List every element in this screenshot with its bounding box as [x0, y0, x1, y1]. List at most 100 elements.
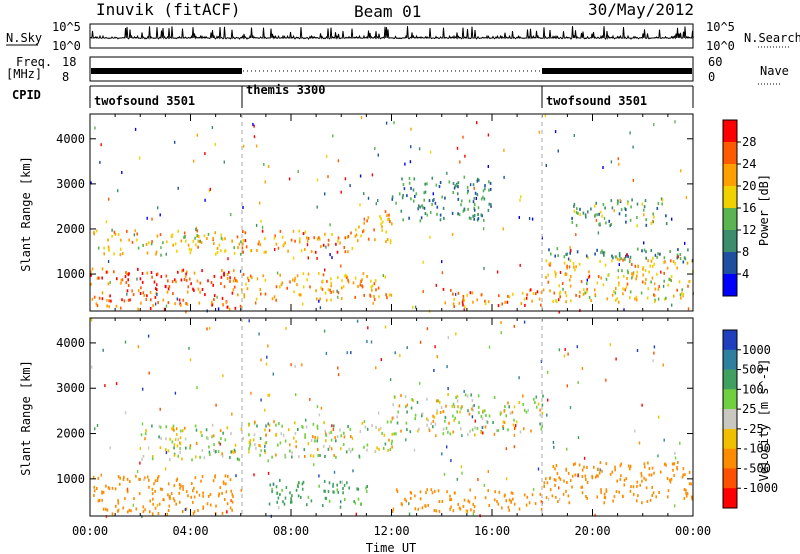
- scatter-echo: [618, 162, 620, 166]
- range-cell: [280, 432, 283, 436]
- range-cell: [476, 426, 479, 430]
- range-cell: [168, 504, 171, 508]
- scatter-echo: [519, 263, 521, 267]
- range-cell: [373, 228, 375, 232]
- range-cell: [386, 238, 389, 241]
- range-cell: [657, 287, 660, 291]
- range-cell: [474, 496, 477, 500]
- range-cell: [625, 254, 627, 258]
- range-cell: [105, 484, 107, 488]
- range-cell: [179, 436, 182, 440]
- range-cell: [603, 492, 606, 496]
- range-cell: [304, 455, 306, 458]
- range-cell: [386, 214, 388, 217]
- x-tick-label: 00:00: [675, 524, 711, 538]
- range-cell: [370, 285, 373, 289]
- range-cell: [302, 425, 304, 429]
- range-cell: [162, 241, 164, 245]
- range-cell: [111, 234, 113, 238]
- range-cell: [224, 438, 227, 442]
- scatter-echo: [292, 229, 295, 233]
- freq-strip: Freq. [MHz] 18 8 60 0 Nave: [6, 55, 789, 85]
- range-cell: [466, 293, 468, 297]
- range-cell: [184, 235, 186, 238]
- range-cell: [650, 259, 653, 263]
- range-cell: [518, 507, 521, 511]
- range-cell: [485, 414, 487, 417]
- scatter-echo: [429, 235, 431, 239]
- range-cell: [404, 395, 407, 399]
- range-cell: [682, 260, 685, 264]
- scatter-echo: [615, 357, 617, 361]
- scatter-echo: [268, 393, 271, 397]
- range-cell: [159, 233, 162, 237]
- range-cell: [590, 207, 592, 211]
- range-cell: [271, 490, 273, 494]
- range-cell: [665, 214, 667, 218]
- scatter-echo: [573, 134, 575, 137]
- range-cell: [642, 267, 644, 271]
- range-cell: [104, 507, 107, 511]
- range-cell: [566, 481, 568, 484]
- range-cell: [562, 287, 564, 291]
- range-cell: [319, 453, 321, 457]
- range-cell: [674, 262, 676, 266]
- power-xtickmarks: [89, 114, 694, 311]
- range-cell: [454, 416, 456, 420]
- range-cell: [554, 270, 556, 274]
- range-cell: [281, 488, 283, 492]
- range-cell: [206, 237, 208, 240]
- range-cell: [501, 506, 503, 510]
- scatter-echo: [239, 269, 242, 273]
- velocity-colorbar-label: Velocity [m s^-1]: [757, 359, 771, 482]
- range-cell: [558, 292, 561, 296]
- scatter-echo: [520, 195, 522, 199]
- range-cell: [472, 183, 475, 187]
- scatter-echo: [263, 163, 265, 166]
- scatter-echo: [422, 290, 424, 293]
- range-cell: [336, 250, 339, 254]
- scatter-echo: [318, 299, 320, 303]
- scatter-echo: [629, 131, 631, 135]
- range-cell: [523, 493, 526, 497]
- range-cell: [608, 219, 610, 223]
- velocity-colorbar-label-text: Velocity [m s^-1]: [757, 359, 771, 482]
- range-cell: [615, 255, 617, 259]
- range-cell: [511, 491, 514, 495]
- range-cell: [463, 208, 466, 212]
- range-cell: [335, 455, 337, 459]
- scatter-echo: [651, 219, 654, 223]
- range-cell: [303, 448, 306, 452]
- range-cell: [549, 261, 552, 265]
- range-cell: [452, 182, 455, 185]
- range-cell: [611, 259, 613, 263]
- range-cell: [113, 270, 115, 274]
- scatter-echo: [626, 253, 628, 257]
- range-cell: [304, 230, 307, 234]
- scatter-echo: [346, 351, 348, 355]
- range-cell: [130, 509, 132, 513]
- range-cell: [456, 192, 459, 196]
- range-cell: [456, 394, 459, 398]
- range-cell: [300, 249, 303, 253]
- scatter-echo: [340, 500, 342, 504]
- range-cell: [450, 498, 453, 501]
- range-cell: [329, 288, 331, 292]
- range-cell: [483, 218, 485, 222]
- range-cell: [615, 298, 617, 302]
- range-cell: [439, 218, 442, 222]
- range-cell: [264, 441, 267, 445]
- range-cell: [182, 485, 184, 488]
- scatter-echo: [443, 472, 446, 476]
- range-cell: [599, 461, 602, 465]
- scatter-echo: [325, 245, 327, 249]
- range-cell: [490, 203, 492, 207]
- range-cell: [259, 444, 262, 448]
- scatter-echo: [583, 456, 586, 460]
- range-cell: [526, 495, 529, 499]
- range-cell: [379, 426, 382, 430]
- range-cell: [444, 301, 446, 305]
- range-cell: [470, 393, 472, 397]
- range-cell: [377, 286, 380, 290]
- range-cell: [133, 497, 135, 501]
